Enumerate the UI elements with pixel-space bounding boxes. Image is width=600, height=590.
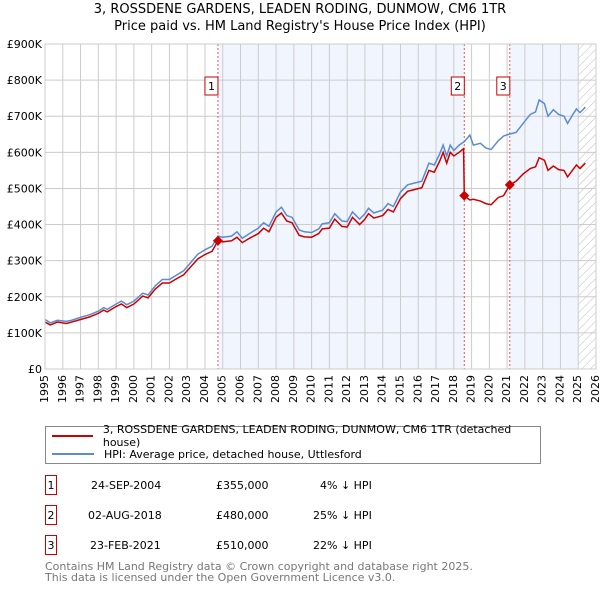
legend-label: 3, ROSSDENE GARDENS, LEADEN RODING, DUNM… [102,423,512,449]
sale-point [459,190,470,201]
x-tick-label: 2019 [465,375,478,403]
hpi-line [44,98,586,324]
x-tick-label: 2022 [518,375,531,403]
plot-border [44,43,597,370]
shaded-period [509,44,579,369]
x-tick-label: 2020 [482,375,495,403]
x-tick-label: 2006 [234,375,247,403]
x-tick-label: 2003 [180,375,193,403]
sale-date: 23-FEB-2021 [90,539,161,552]
x-tick-label: 2014 [376,375,389,403]
sale-point [212,235,223,246]
sale-hpi-diff: 25% ↓ HPI [313,509,372,522]
chart-subtitle: Price paid vs. HM Land Registry's House … [114,19,486,34]
sale-hpi-diff: 4% ↓ HPI [320,479,372,492]
x-tick-label: 2016 [411,375,424,403]
y-tick-label: £600K [7,146,43,159]
sale-row: 1 24-SEP-2004 £355,000 4% ↓ HPI [45,475,600,495]
sale-price: £480,000 [216,509,269,522]
y-tick-label: £300K [7,255,43,268]
x-tick-label: 1999 [109,375,122,403]
sale-label-box [496,76,511,96]
legend-label: HPI: Average price, detached house, Uttl… [104,447,362,461]
x-tick-label: 1995 [38,375,51,403]
x-tick-label: 2015 [393,375,406,403]
sale-label: 3 [500,80,507,93]
sale-row: 3 23-FEB-2021 £510,000 22% ↓ HPI [45,535,600,555]
x-tick-label: 2010 [305,375,318,403]
x-tick-label: 2017 [429,375,442,403]
sale-date: 02-AUG-2018 [88,509,162,522]
legend-swatch-blue [52,453,94,455]
x-tick-label: 2025 [571,375,584,403]
sale-label: 2 [454,80,461,93]
shaded-period [217,44,465,369]
legend-swatch-red [52,435,93,437]
x-tick-label: 2007 [251,375,264,403]
x-tick-label: 2024 [553,375,566,403]
footer-line: This data is licensed under the Open Gov… [45,571,396,584]
sale-price: £355,000 [216,479,269,492]
x-tick-label: 2013 [358,375,371,403]
y-tick-label: £800K [7,74,43,87]
x-tick-label: 1998 [91,375,104,403]
sale-label-box [204,76,219,96]
sale-marker-box: 2 [45,505,57,525]
chart-title: 3, ROSSDENE GARDENS, LEADEN RODING, DUNM… [93,2,507,17]
x-tick-label: 2018 [447,375,460,403]
x-tick-label: 2012 [340,375,353,403]
x-tick-label: 2009 [287,375,300,403]
sale-date: 24-SEP-2004 [91,479,162,492]
y-tick-label: £0 [28,363,42,376]
x-tick-label: 2000 [127,375,140,403]
legend-item-hpi: HPI: Average price, detached house, Uttl… [52,446,362,462]
forecast-hatch [578,44,596,369]
x-tick-label: 2005 [216,375,229,403]
sale-marker-box: 3 [45,535,57,555]
y-tick-label: £900K [7,38,43,51]
x-tick-label: 2008 [269,375,282,403]
x-tick-label: 2026 [589,375,600,403]
sale-row: 2 02-AUG-2018 £480,000 25% ↓ HPI [45,505,600,525]
y-tick-label: £500K [7,182,43,195]
sale-marker-box: 1 [45,475,57,495]
y-tick-label: £100K [7,327,43,340]
x-tick-label: 1996 [56,375,69,403]
legend-item-property: 3, ROSSDENE GARDENS, LEADEN RODING, DUNM… [52,423,540,449]
footer: Contains HM Land Registry data © Crown c… [45,561,473,583]
x-tick-label: 2004 [198,375,211,403]
legend: 3, ROSSDENE GARDENS, LEADEN RODING, DUNM… [45,423,541,464]
sale-label-box [450,76,465,96]
sale-label: 1 [208,80,215,93]
sale-price: £510,000 [216,539,269,552]
y-tick-label: £400K [7,219,43,232]
sale-hpi-diff: 22% ↓ HPI [313,539,372,552]
x-tick-label: 1997 [74,375,87,403]
x-tick-label: 2021 [500,375,513,403]
x-tick-label: 2002 [162,375,175,403]
x-tick-label: 2001 [145,375,158,403]
sale-point [504,179,515,190]
plot-area: 1995 1996 1997 1998 1999 2000 2001 2002 2003 2004… [7,38,600,403]
x-tick-label: 2011 [322,375,335,403]
x-tick-label: 2023 [536,375,549,403]
y-tick-label: £700K [7,110,43,123]
footer-line: Contains HM Land Registry data © Crown c… [45,560,473,573]
y-tick-label: £200K [7,291,43,304]
